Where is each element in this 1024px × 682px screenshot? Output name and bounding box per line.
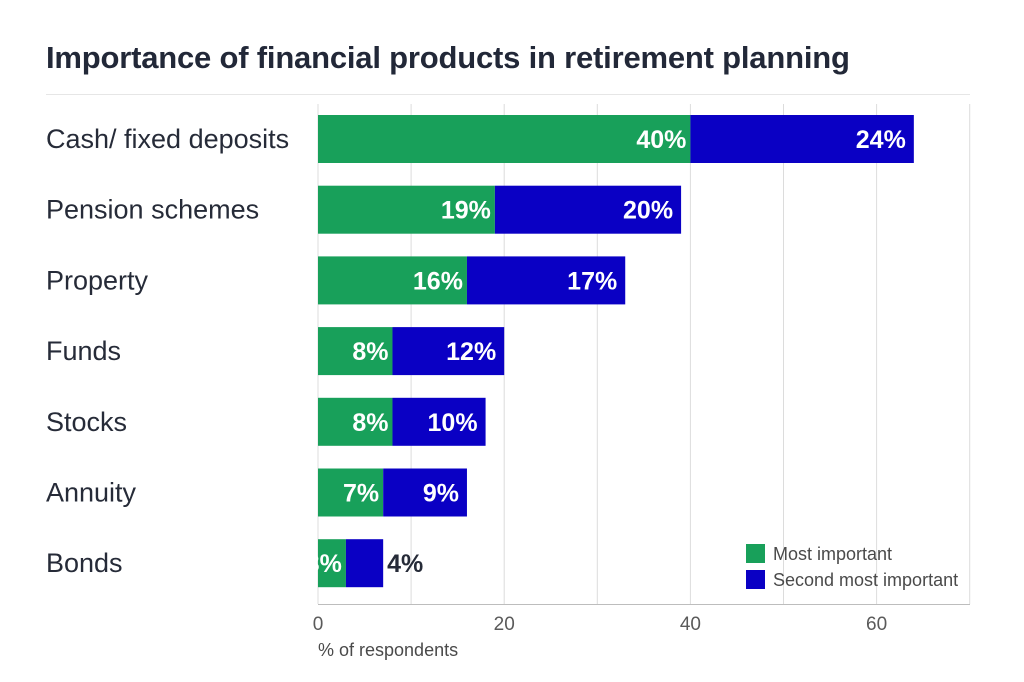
bar-most-important — [318, 256, 467, 305]
bar-second-most-important — [345, 539, 384, 588]
bar-most-important — [318, 468, 384, 517]
data-label-most-important: 3% — [306, 550, 342, 578]
category-label: Bonds — [46, 548, 123, 578]
legend-swatch — [746, 570, 765, 589]
category-labels: Cash/ fixed deposits Pension schemes Prope… — [46, 124, 289, 578]
category-label: Funds — [46, 336, 121, 366]
bar-second-most-important — [466, 256, 626, 305]
category-label: Cash/ fixed deposits — [46, 124, 289, 154]
bar-second-most-important — [392, 327, 505, 376]
chart-title: Importance of financial products in reti… — [46, 40, 850, 75]
bar-most-important — [318, 185, 495, 234]
category-label: Property — [46, 265, 149, 295]
legend-item-second-most-important: Second most important — [746, 570, 958, 590]
x-tick-label: 60 — [866, 614, 887, 635]
category-label: Stocks — [46, 407, 127, 437]
bar-second-most-important — [494, 185, 682, 234]
x-tick-label: 40 — [680, 614, 701, 635]
title-divider — [46, 94, 970, 95]
data-label-second-most-important: 9% — [423, 480, 459, 508]
data-labels: 40% 24% 19% 20% 16% 17% 8% 12% 8% 10% 7% 9% 3% 4% — [306, 126, 906, 578]
legend-item-most-important: Most important — [746, 544, 892, 564]
data-label-most-important: 40% — [636, 126, 686, 154]
legend-swatch — [746, 544, 765, 563]
bar-second-most-important — [383, 468, 467, 517]
bar-most-important — [318, 327, 393, 376]
bar-most-important — [318, 115, 691, 163]
data-label-second-most-important: 4% — [387, 550, 423, 578]
bars — [318, 115, 914, 588]
data-label-second-most-important: 20% — [623, 197, 673, 225]
category-label: Pension schemes — [46, 195, 259, 225]
legend: Most important Second most important — [746, 544, 958, 590]
x-axis: 0 20 40 60 % of respondents — [313, 604, 970, 660]
data-label-most-important: 19% — [441, 197, 491, 225]
data-label-second-most-important: 24% — [856, 126, 906, 154]
data-label-most-important: 16% — [413, 267, 463, 295]
legend-label: Most important — [773, 544, 892, 564]
x-axis-title: % of respondents — [318, 640, 458, 660]
data-label-most-important: 8% — [352, 338, 388, 366]
legend-label: Second most important — [773, 570, 958, 590]
data-label-most-important: 8% — [352, 409, 388, 437]
bar-second-most-important — [392, 397, 486, 446]
data-label-second-most-important: 12% — [446, 338, 496, 366]
data-label-second-most-important: 17% — [567, 267, 617, 295]
bar-most-important — [318, 539, 346, 588]
category-label: Annuity — [46, 478, 137, 508]
x-tick-label: 0 — [313, 614, 324, 635]
data-label-second-most-important: 10% — [428, 409, 478, 437]
data-label-most-important: 7% — [343, 480, 379, 508]
x-tick-label: 20 — [494, 614, 515, 635]
bar-most-important — [318, 397, 393, 446]
bar-second-most-important — [690, 115, 914, 163]
